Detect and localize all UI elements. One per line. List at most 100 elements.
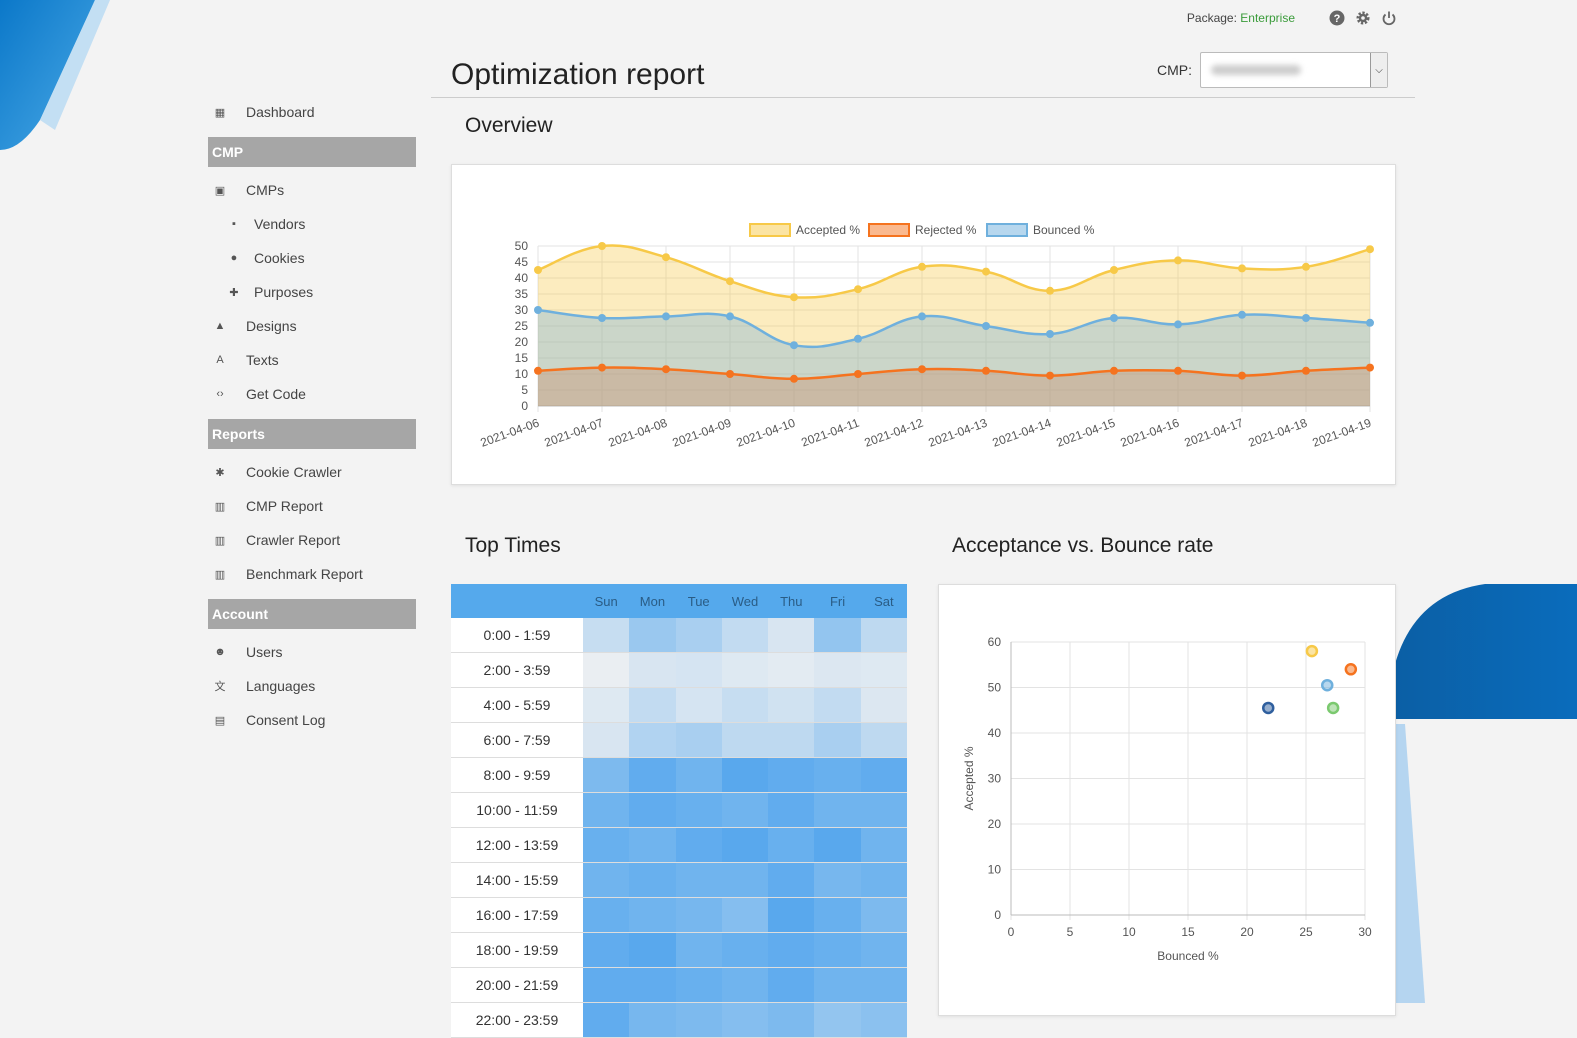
- cmp-select[interactable]: ⌵: [1200, 52, 1388, 88]
- heatmap-cell[interactable]: [675, 897, 722, 933]
- package-value[interactable]: Enterprise: [1240, 11, 1295, 25]
- data-point[interactable]: [1366, 245, 1374, 254]
- data-point[interactable]: [1302, 262, 1310, 271]
- heatmap-cell[interactable]: [721, 1002, 769, 1038]
- heatmap-cell[interactable]: [860, 897, 907, 933]
- sidebar-item-cookie-crawler[interactable]: ✱ Cookie Crawler: [208, 455, 416, 489]
- data-point[interactable]: [598, 363, 606, 372]
- scatter-point[interactable]: [1305, 644, 1319, 658]
- heatmap-cell[interactable]: [768, 757, 815, 793]
- heatmap-cell[interactable]: [629, 862, 676, 898]
- data-point[interactable]: [1046, 330, 1054, 338]
- legend-item[interactable]: Rejected %: [868, 223, 977, 237]
- data-point[interactable]: [726, 370, 734, 378]
- heatmap-cell[interactable]: [721, 862, 769, 898]
- heatmap-cell[interactable]: [768, 1002, 815, 1038]
- data-point[interactable]: [1174, 366, 1182, 375]
- sidebar-item-benchmark-report[interactable]: ▥ Benchmark Report: [208, 557, 416, 591]
- heatmap-cell[interactable]: [721, 932, 769, 968]
- heatmap-cell[interactable]: [814, 862, 861, 898]
- heatmap-cell[interactable]: [721, 967, 769, 1003]
- data-point[interactable]: [726, 277, 734, 286]
- heatmap-cell[interactable]: [860, 932, 907, 968]
- data-point[interactable]: [1046, 286, 1054, 295]
- heatmap-cell[interactable]: [583, 687, 630, 723]
- sidebar-item-dashboard[interactable]: ▦ Dashboard: [208, 95, 416, 129]
- data-point[interactable]: [1110, 366, 1118, 375]
- sidebar-item-cmps[interactable]: ▣ CMPs: [208, 173, 416, 207]
- data-point[interactable]: [854, 334, 862, 343]
- heatmap-cell[interactable]: [768, 687, 815, 723]
- heatmap-cell[interactable]: [860, 757, 907, 793]
- heatmap-cell[interactable]: [583, 652, 630, 688]
- sidebar-item-get-code[interactable]: ‹› Get Code: [208, 377, 416, 411]
- sidebar-item-designs[interactable]: ▲ Designs: [208, 309, 416, 343]
- sidebar-item-vendors[interactable]: ▪ Vendors: [208, 207, 416, 241]
- data-point[interactable]: [1302, 366, 1310, 375]
- sidebar-item-consent-log[interactable]: ▤ Consent Log: [208, 703, 416, 737]
- heatmap-cell[interactable]: [583, 722, 630, 758]
- data-point[interactable]: [790, 374, 798, 383]
- sidebar-item-languages[interactable]: 文 Languages: [208, 669, 416, 703]
- data-point[interactable]: [1110, 314, 1118, 322]
- data-point[interactable]: [662, 365, 670, 374]
- heatmap-cell[interactable]: [629, 1002, 676, 1038]
- data-point[interactable]: [918, 262, 926, 271]
- heatmap-cell[interactable]: [721, 652, 769, 688]
- data-point[interactable]: [790, 341, 798, 350]
- heatmap-cell[interactable]: [629, 757, 676, 793]
- heatmap-cell[interactable]: [675, 967, 722, 1003]
- data-point[interactable]: [1302, 314, 1310, 322]
- data-point[interactable]: [1238, 264, 1246, 273]
- sidebar-item-cookies[interactable]: ● Cookies: [208, 241, 416, 275]
- heatmap-cell[interactable]: [768, 827, 815, 863]
- heatmap-cell[interactable]: [629, 618, 676, 653]
- data-point[interactable]: [726, 312, 734, 321]
- legend-item[interactable]: Accepted %: [749, 223, 860, 237]
- heatmap-cell[interactable]: [814, 652, 861, 688]
- data-point[interactable]: [1046, 371, 1054, 380]
- sidebar-item-cmp-report[interactable]: ▥ CMP Report: [208, 489, 416, 523]
- heatmap-cell[interactable]: [860, 862, 907, 898]
- heatmap-cell[interactable]: [721, 757, 769, 793]
- data-point[interactable]: [854, 370, 862, 378]
- data-point[interactable]: [918, 312, 926, 321]
- heatmap-cell[interactable]: [814, 1002, 861, 1038]
- heatmap-cell[interactable]: [629, 652, 676, 688]
- heatmap-cell[interactable]: [814, 897, 861, 933]
- legend-item[interactable]: Bounced %: [986, 223, 1095, 237]
- heatmap-cell[interactable]: [860, 722, 907, 758]
- data-point[interactable]: [1238, 371, 1246, 380]
- heatmap-cell[interactable]: [814, 967, 861, 1003]
- heatmap-cell[interactable]: [675, 652, 722, 688]
- heatmap-cell[interactable]: [814, 722, 861, 758]
- heatmap-cell[interactable]: [583, 862, 630, 898]
- data-point[interactable]: [1238, 310, 1246, 319]
- heatmap-cell[interactable]: [814, 827, 861, 863]
- data-point[interactable]: [1366, 318, 1374, 327]
- data-point[interactable]: [534, 266, 542, 274]
- heatmap-cell[interactable]: [675, 792, 722, 828]
- scatter-point[interactable]: [1326, 701, 1340, 715]
- heatmap-cell[interactable]: [814, 687, 861, 723]
- data-point[interactable]: [854, 285, 862, 294]
- heatmap-cell[interactable]: [814, 618, 861, 653]
- heatmap-cell[interactable]: [860, 1002, 907, 1038]
- heatmap-cell[interactable]: [629, 722, 676, 758]
- data-point[interactable]: [790, 293, 798, 302]
- sidebar-item-texts[interactable]: A Texts: [208, 343, 416, 377]
- heatmap-cell[interactable]: [675, 827, 722, 863]
- heatmap-cell[interactable]: [768, 967, 815, 1003]
- data-point[interactable]: [598, 242, 606, 250]
- heatmap-cell[interactable]: [675, 932, 722, 968]
- heatmap-cell[interactable]: [814, 792, 861, 828]
- heatmap-cell[interactable]: [675, 687, 722, 723]
- heatmap-cell[interactable]: [583, 792, 630, 828]
- data-point[interactable]: [1366, 363, 1374, 372]
- heatmap-cell[interactable]: [768, 897, 815, 933]
- heatmap-cell[interactable]: [583, 1002, 630, 1038]
- data-point[interactable]: [1174, 256, 1182, 265]
- heatmap-cell[interactable]: [675, 618, 722, 653]
- chevron-down-icon[interactable]: ⌵: [1370, 53, 1387, 87]
- sidebar-item-purposes[interactable]: ✚ Purposes: [208, 275, 416, 309]
